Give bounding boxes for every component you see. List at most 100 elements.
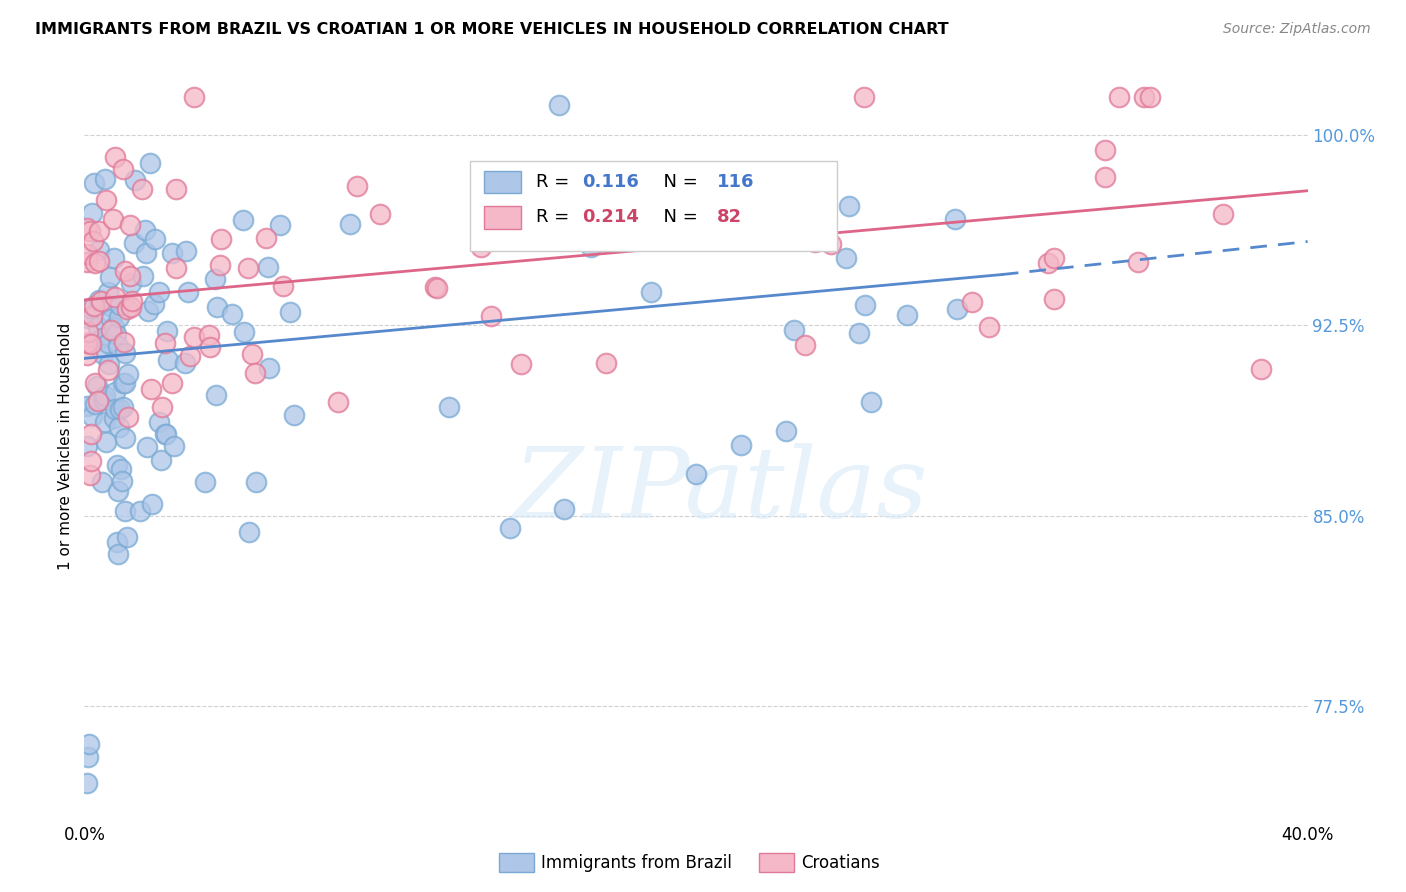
Point (165, 261, 187, 276)
Point (79, 468, 101, 483)
Point (205, 388, 228, 402)
Point (76, 439, 98, 453)
Point (80, 427, 103, 442)
Point (232, 213, 254, 227)
Point (97, 335, 120, 350)
Point (278, 305, 301, 319)
Point (135, 246, 157, 260)
Point (79, 301, 101, 316)
Point (122, 235, 145, 250)
Text: ZIPatlas: ZIPatlas (513, 443, 928, 539)
Point (807, 204, 830, 219)
Point (103, 319, 125, 334)
Point (690, 192, 713, 206)
Point (76, 775, 98, 789)
FancyBboxPatch shape (470, 161, 837, 252)
Point (553, 501, 575, 516)
Point (437, 400, 460, 414)
Point (76, 325, 98, 339)
Point (783, 323, 806, 337)
Point (346, 179, 368, 194)
Point (100, 312, 122, 326)
Point (221, 307, 243, 321)
Point (470, 240, 492, 254)
Point (107, 534, 129, 549)
Point (108, 420, 131, 434)
Point (93, 172, 115, 186)
Point (87, 224, 110, 238)
Point (160, 246, 183, 260)
Point (139, 156, 162, 170)
Point (240, 347, 263, 361)
Point (120, 300, 142, 314)
Point (104, 401, 127, 416)
Text: R =: R = (536, 173, 575, 191)
Point (82, 205, 104, 219)
Point (1139, 89, 1161, 103)
Point (96, 285, 118, 299)
Point (177, 285, 200, 299)
Point (257, 260, 280, 275)
Point (243, 366, 266, 380)
Point (83, 299, 105, 313)
Point (654, 211, 676, 226)
Point (86, 379, 108, 393)
Point (103, 251, 125, 265)
Point (76, 399, 98, 413)
Point (76, 336, 98, 351)
Point (77, 311, 100, 326)
Text: 82: 82 (717, 209, 742, 227)
Point (136, 303, 159, 318)
Point (117, 367, 139, 381)
Point (499, 521, 522, 535)
Point (853, 297, 876, 311)
Point (1036, 256, 1059, 270)
Point (83, 176, 105, 190)
Point (134, 223, 156, 237)
Point (174, 244, 197, 259)
Point (977, 320, 1000, 334)
Point (117, 410, 139, 425)
Bar (484, 206, 522, 228)
Point (205, 300, 228, 314)
Point (124, 172, 146, 186)
Point (1042, 292, 1064, 306)
Point (111, 376, 134, 390)
Point (89, 254, 111, 268)
Point (80, 454, 103, 468)
Point (551, 226, 574, 240)
Point (962, 294, 984, 309)
Text: 0.116: 0.116 (582, 173, 640, 191)
Point (143, 232, 166, 246)
Point (150, 400, 173, 414)
Point (179, 349, 201, 363)
Point (114, 376, 136, 391)
Point (269, 218, 291, 232)
Point (114, 346, 136, 360)
Point (183, 89, 205, 103)
Point (245, 475, 267, 489)
Point (114, 264, 136, 278)
Point (112, 161, 135, 176)
Point (94, 389, 117, 403)
Point (82, 334, 104, 349)
Point (209, 232, 232, 246)
Point (257, 360, 280, 375)
Point (97, 363, 120, 377)
Point (326, 395, 349, 409)
Text: Croatians: Croatians (801, 854, 880, 871)
Text: Source: ZipAtlas.com: Source: ZipAtlas.com (1223, 22, 1371, 37)
Point (108, 298, 131, 312)
Point (1043, 252, 1066, 266)
Point (120, 277, 142, 291)
Point (103, 411, 125, 425)
Text: IMMIGRANTS FROM BRAZIL VS CROATIAN 1 OR MORE VEHICLES IN HOUSEHOLD CORRELATION C: IMMIGRANTS FROM BRAZIL VS CROATIAN 1 OR … (35, 22, 949, 37)
Point (547, 98, 569, 112)
Point (121, 294, 143, 309)
Point (165, 182, 187, 196)
Point (136, 440, 159, 454)
Point (93, 415, 115, 429)
Point (273, 279, 295, 293)
Point (131, 182, 153, 196)
Point (76, 254, 98, 268)
